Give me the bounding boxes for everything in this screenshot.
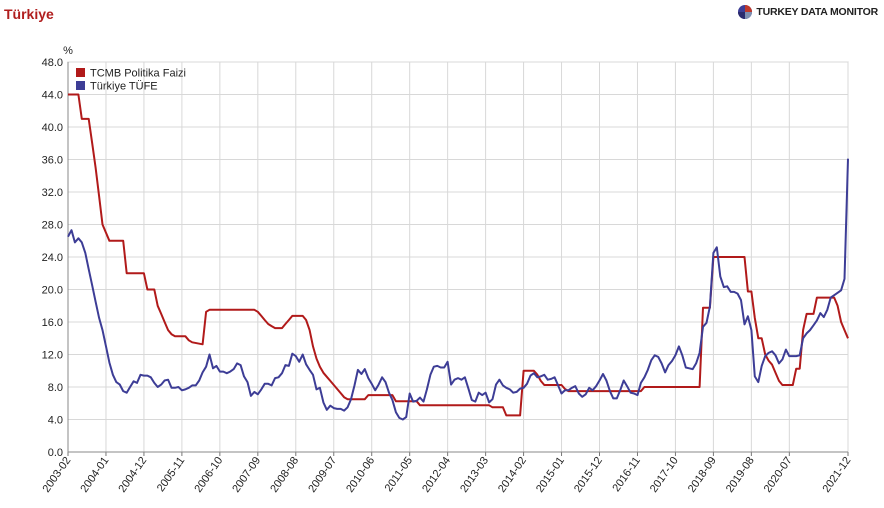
x-tick-label: 2015-12 <box>572 455 605 495</box>
brand-globe-icon <box>738 5 753 19</box>
x-tick-label: 2006-10 <box>192 455 225 495</box>
series-line-1 <box>68 93 849 417</box>
x-tick-label: 2016-11 <box>610 455 643 494</box>
x-tick-label: 2014-02 <box>496 455 529 495</box>
x-tick-label: 2021-12 <box>820 455 853 495</box>
legend-swatch-2 <box>76 81 85 90</box>
legend-swatch-1 <box>76 68 85 77</box>
brand-name: TURKEY DATA MONITOR <box>756 6 878 18</box>
x-tick-label: 2007-09 <box>230 455 263 495</box>
brand-logo: TURKEY DATA MONITOR <box>737 4 878 20</box>
x-tick-label: 2015-01 <box>534 455 567 495</box>
y-tick-label: 20.0 <box>42 285 63 297</box>
page-title: Türkiye <box>4 6 54 22</box>
legend-label-2: Türkiye TÜFE <box>90 81 158 93</box>
y-tick-label: 24.0 <box>42 252 63 264</box>
x-tick-label: 2010-06 <box>344 455 377 495</box>
y-tick-label: 32.0 <box>42 187 63 199</box>
x-tick-label: 2004-01 <box>78 455 111 495</box>
x-tick-label: 2005-11 <box>155 455 188 494</box>
x-tick-label: 2004-12 <box>116 455 149 495</box>
y-tick-label: 40.0 <box>42 122 63 134</box>
y-tick-label: 0.0 <box>48 447 63 459</box>
x-tick-label: 2018-09 <box>686 455 719 495</box>
x-tick-label: 2012-04 <box>420 455 453 495</box>
x-tick-label: 2013-03 <box>458 455 491 495</box>
y-tick-label: 48.0 <box>42 57 63 69</box>
y-tick-label: 36.0 <box>42 155 63 167</box>
legend-label-1: TCMB Politika Faizi <box>90 68 186 80</box>
series-lines <box>67 93 849 421</box>
x-tick-label: 2003-02 <box>40 455 73 495</box>
y-tick-label: 28.0 <box>42 220 63 232</box>
y-axis-label: % <box>63 45 73 57</box>
series-line-2 <box>67 158 849 421</box>
y-tick-label: 4.0 <box>48 415 63 427</box>
y-tick-label: 16.0 <box>42 317 63 329</box>
x-tick-label: 2011-05 <box>383 455 416 494</box>
x-tick-label: 2009-07 <box>306 455 339 495</box>
y-tick-label: 8.0 <box>48 382 63 394</box>
y-tick-label: 44.0 <box>42 90 63 102</box>
x-tick-label: 2020-07 <box>762 455 795 495</box>
y-tick-label: 12.0 <box>42 350 63 362</box>
x-tick-label: 2008-08 <box>268 455 301 495</box>
x-tick-label: 2019-08 <box>724 455 757 495</box>
x-tick-label: 2017-10 <box>648 455 681 495</box>
